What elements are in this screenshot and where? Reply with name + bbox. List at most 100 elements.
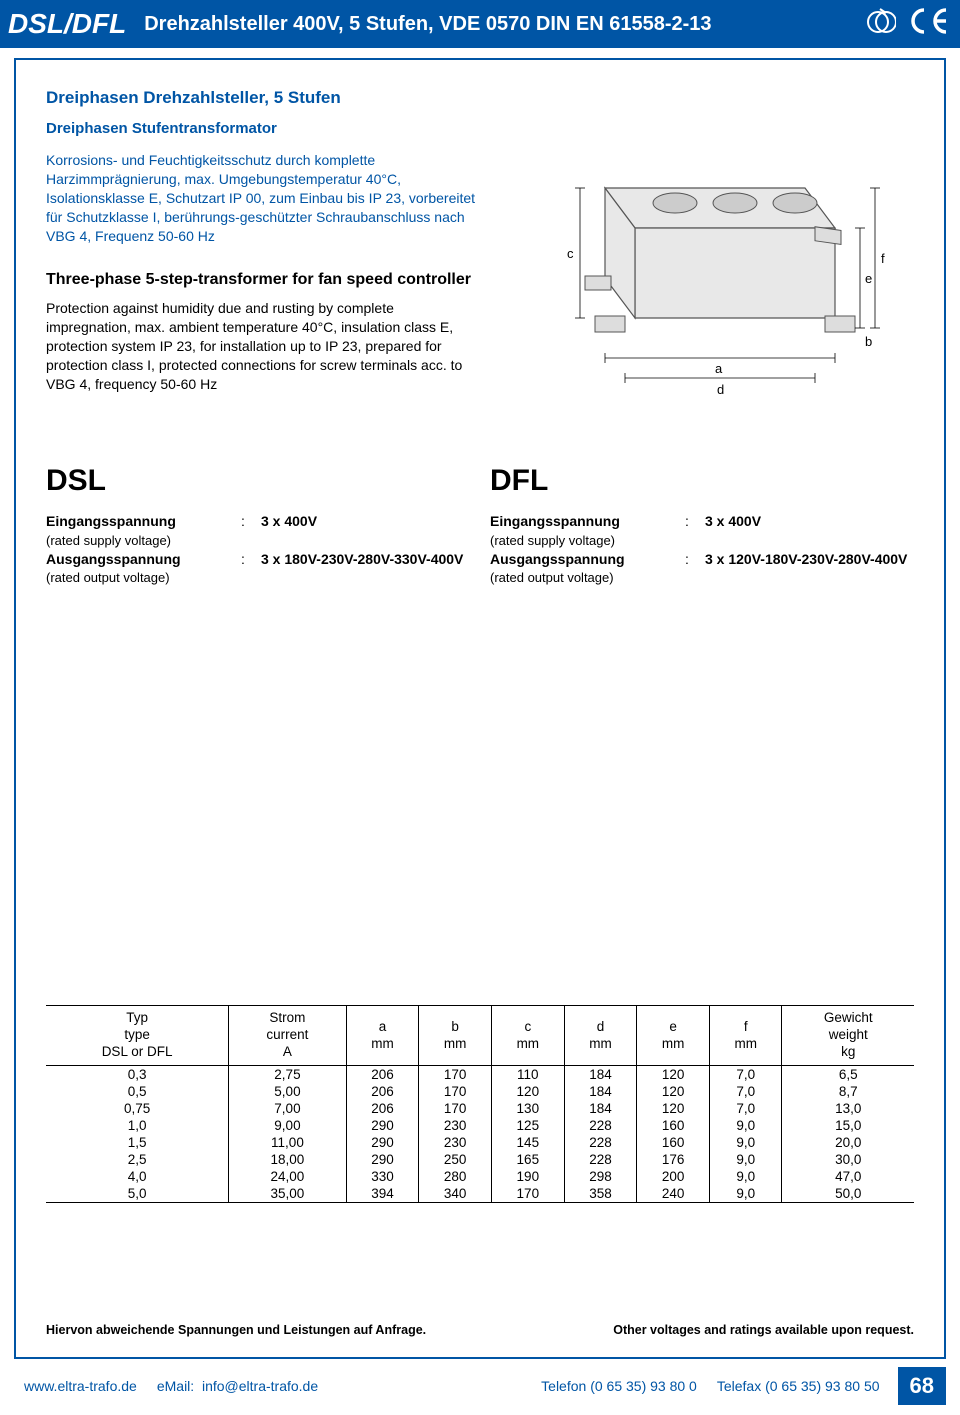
description-column: Dreiphasen Drehzahlsteller, 5 Stufen Dre… bbox=[46, 88, 476, 428]
dsl-out-val: 3 x 180V-230V-280V-330V-400V bbox=[261, 550, 470, 570]
table-row: 5,035,003943401703582409,050,0 bbox=[46, 1185, 914, 1203]
heading-en: Three-phase 5-step-transformer for fan s… bbox=[46, 271, 476, 289]
table-cell: 206 bbox=[346, 1066, 419, 1084]
heading-de-1: Dreiphasen Drehzahlsteller, 5 Stufen bbox=[46, 88, 476, 108]
table-cell: 394 bbox=[346, 1185, 419, 1203]
table-cell: 5,0 bbox=[46, 1185, 229, 1203]
dim-label-d: d bbox=[717, 382, 724, 397]
dim-label-e: e bbox=[865, 271, 872, 286]
table-cell: 358 bbox=[564, 1185, 637, 1203]
table-cell: 230 bbox=[419, 1117, 492, 1134]
table-body: 0,32,752061701101841207,06,50,55,0020617… bbox=[46, 1066, 914, 1203]
table-cell: 206 bbox=[346, 1083, 419, 1100]
table-row: 2,518,002902501652281769,030,0 bbox=[46, 1151, 914, 1168]
table-cell: 160 bbox=[637, 1117, 710, 1134]
dimensions-table: Typ type DSL or DFL Strom current A a mm… bbox=[46, 1005, 914, 1203]
dfl-out-label: Ausgangsspannung bbox=[490, 551, 625, 567]
table-cell: 125 bbox=[492, 1117, 565, 1134]
ce-mark-icon bbox=[906, 6, 950, 43]
header-bar: DSL/DFL Drehzahlsteller 400V, 5 Stufen, … bbox=[0, 0, 960, 48]
table-cell: 7,0 bbox=[709, 1066, 782, 1084]
th-type: Typ type DSL or DFL bbox=[46, 1006, 229, 1066]
dfl-title: DFL bbox=[490, 464, 914, 498]
table-cell: 250 bbox=[419, 1151, 492, 1168]
table-cell: 0,75 bbox=[46, 1100, 229, 1117]
heading-de-2: Dreiphasen Stufentransformator bbox=[46, 120, 476, 137]
table-header-row: Typ type DSL or DFL Strom current A a mm… bbox=[46, 1006, 914, 1066]
dim-label-b: b bbox=[865, 334, 872, 349]
notes-row: Hiervon abweichende Spannungen und Leist… bbox=[46, 1323, 914, 1337]
table-cell: 30,0 bbox=[782, 1151, 914, 1168]
table-cell: 290 bbox=[346, 1151, 419, 1168]
table-cell: 9,0 bbox=[709, 1151, 782, 1168]
table-cell: 2,75 bbox=[229, 1066, 347, 1084]
table-cell: 15,0 bbox=[782, 1117, 914, 1134]
paragraph-de: Korrosions- und Feuchtigkeitsschutz durc… bbox=[46, 151, 476, 245]
table-cell: 5,00 bbox=[229, 1083, 347, 1100]
table-cell: 176 bbox=[637, 1151, 710, 1168]
top-section: Dreiphasen Drehzahlsteller, 5 Stufen Dre… bbox=[46, 88, 914, 428]
table-cell: 184 bbox=[564, 1066, 637, 1084]
th-b: b mm bbox=[419, 1006, 492, 1066]
th-f: f mm bbox=[709, 1006, 782, 1066]
table-cell: 7,0 bbox=[709, 1100, 782, 1117]
table-cell: 50,0 bbox=[782, 1185, 914, 1203]
table-row: 0,55,002061701201841207,08,7 bbox=[46, 1083, 914, 1100]
table-cell: 184 bbox=[564, 1100, 637, 1117]
dfl-in-sub: (rated supply voltage) bbox=[490, 532, 685, 550]
table-cell: 2,5 bbox=[46, 1151, 229, 1168]
dfl-in-label: Eingangsspannung bbox=[490, 513, 620, 529]
table-cell: 170 bbox=[419, 1083, 492, 1100]
dsl-out-sub: (rated output voltage) bbox=[46, 569, 241, 587]
table-cell: 165 bbox=[492, 1151, 565, 1168]
th-weight: Gewicht weight kg bbox=[782, 1006, 914, 1066]
table-cell: 110 bbox=[492, 1066, 565, 1084]
table-cell: 120 bbox=[637, 1066, 710, 1084]
table-cell: 7,0 bbox=[709, 1083, 782, 1100]
note-left: Hiervon abweichende Spannungen und Leist… bbox=[46, 1323, 426, 1337]
dsl-title: DSL bbox=[46, 464, 470, 498]
dsl-in-label: Eingangsspannung bbox=[46, 513, 176, 529]
table-cell: 24,00 bbox=[229, 1168, 347, 1185]
dim-label-a: a bbox=[715, 361, 723, 376]
table-cell: 170 bbox=[419, 1066, 492, 1084]
table-cell: 8,7 bbox=[782, 1083, 914, 1100]
table-cell: 190 bbox=[492, 1168, 565, 1185]
table-cell: 230 bbox=[419, 1134, 492, 1151]
table-cell: 9,0 bbox=[709, 1117, 782, 1134]
table-cell: 170 bbox=[492, 1185, 565, 1203]
table-cell: 6,5 bbox=[782, 1066, 914, 1084]
product-code: DSL/DFL bbox=[0, 4, 138, 44]
table-row: 1,09,002902301252281609,015,0 bbox=[46, 1117, 914, 1134]
table-cell: 120 bbox=[492, 1083, 565, 1100]
table-cell: 1,0 bbox=[46, 1117, 229, 1134]
dfl-out-val: 3 x 120V-180V-230V-280V-400V bbox=[705, 550, 914, 570]
table-cell: 47,0 bbox=[782, 1168, 914, 1185]
footer-phone: Telefon (0 65 35) 93 80 0 bbox=[531, 1367, 707, 1405]
dim-label-f: f bbox=[881, 251, 885, 266]
table-row: 4,024,003302801902982009,047,0 bbox=[46, 1168, 914, 1185]
page-number: 68 bbox=[898, 1367, 946, 1405]
table-cell: 9,0 bbox=[709, 1134, 782, 1151]
th-current: Strom current A bbox=[229, 1006, 347, 1066]
transformer-diagram: c a d e f b bbox=[525, 128, 885, 428]
table-cell: 18,00 bbox=[229, 1151, 347, 1168]
table-cell: 0,3 bbox=[46, 1066, 229, 1084]
table-cell: 160 bbox=[637, 1134, 710, 1151]
data-table-wrap: Typ type DSL or DFL Strom current A a mm… bbox=[46, 965, 914, 1203]
dsl-spec: DSL Eingangsspannung : 3 x 400V (rated s… bbox=[46, 464, 470, 588]
table-cell: 228 bbox=[564, 1117, 637, 1134]
dsl-in-sub: (rated supply voltage) bbox=[46, 532, 241, 550]
footer-web: www.eltra-trafo.de bbox=[14, 1367, 147, 1405]
table-row: 1,511,002902301452281609,020,0 bbox=[46, 1134, 914, 1151]
table-cell: 290 bbox=[346, 1117, 419, 1134]
table-cell: 35,00 bbox=[229, 1185, 347, 1203]
table-cell: 1,5 bbox=[46, 1134, 229, 1151]
table-cell: 9,0 bbox=[709, 1185, 782, 1203]
table-cell: 9,00 bbox=[229, 1117, 347, 1134]
dsl-in-val: 3 x 400V bbox=[261, 512, 470, 532]
footer: www.eltra-trafo.de eMail: info@eltra-tra… bbox=[14, 1367, 946, 1405]
table-cell: 206 bbox=[346, 1100, 419, 1117]
table-cell: 200 bbox=[637, 1168, 710, 1185]
th-e: e mm bbox=[637, 1006, 710, 1066]
